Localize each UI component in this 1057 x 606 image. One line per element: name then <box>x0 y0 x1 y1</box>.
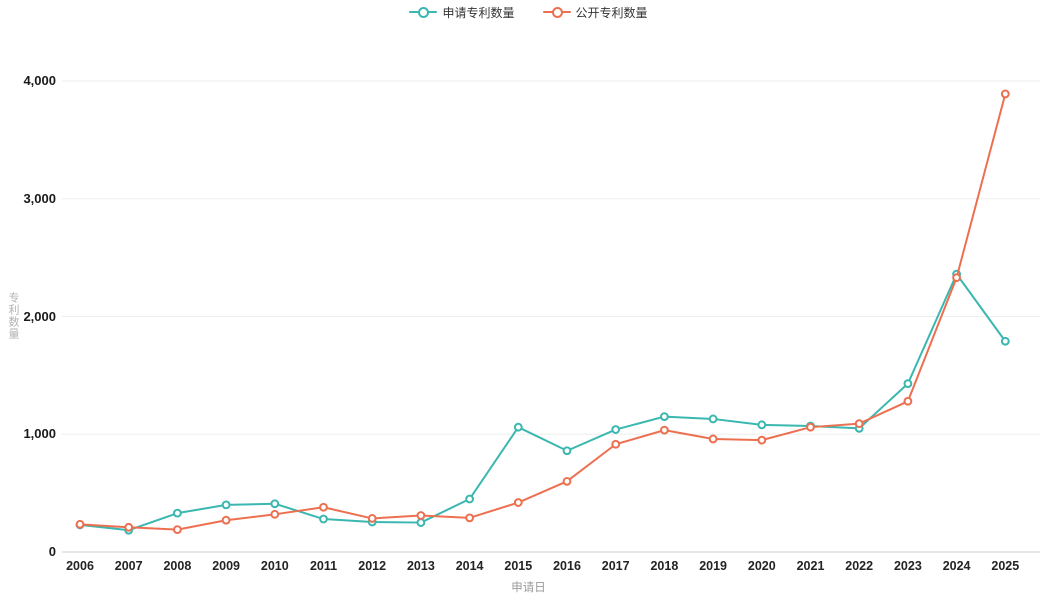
data-point[interactable] <box>660 412 669 421</box>
data-point[interactable] <box>173 508 182 518</box>
data-point[interactable] <box>562 476 572 486</box>
y-axis-label: 4,000 <box>23 73 56 88</box>
x-axis-label: 2016 <box>553 559 581 573</box>
legend-label-applications: 申请专利数量 <box>442 5 515 20</box>
legend-item-applications[interactable]: 申请专利数量 <box>409 4 515 21</box>
data-point[interactable] <box>1000 89 1010 99</box>
line-circle-marker-icon <box>409 7 438 18</box>
data-point[interactable] <box>562 446 572 456</box>
data-point[interactable] <box>611 425 621 434</box>
data-point[interactable] <box>903 379 913 389</box>
series-line-applications <box>79 273 1007 532</box>
y-axis-label: 3,000 <box>23 190 56 206</box>
x-axis-title: 申请日 <box>511 582 546 594</box>
x-axis-label: 2015 <box>504 559 533 573</box>
data-point[interactable] <box>465 494 475 504</box>
x-axis-label: 2006 <box>66 559 94 573</box>
y-axis-title: 专利数量 <box>7 292 19 340</box>
data-point[interactable] <box>319 502 328 512</box>
x-axis-label: 2025 <box>991 559 1020 573</box>
x-axis-label: 2010 <box>260 559 289 573</box>
y-axis-label: 2,000 <box>23 308 56 324</box>
data-point[interactable] <box>221 500 231 510</box>
data-point[interactable] <box>465 513 475 523</box>
x-axis-label: 2020 <box>747 559 776 573</box>
data-point[interactable] <box>513 422 523 432</box>
legend-label-publications: 公开专利数量 <box>575 5 648 20</box>
data-point[interactable] <box>124 522 134 532</box>
line-circle-marker-icon <box>542 7 571 18</box>
data-point[interactable] <box>416 511 426 520</box>
x-axis-label: 2011 <box>309 559 338 573</box>
x-axis-label: 2007 <box>114 559 143 573</box>
data-point[interactable] <box>270 509 280 519</box>
x-axis-label: 2013 <box>406 559 435 573</box>
x-axis-label: 2008 <box>163 559 192 573</box>
x-axis-label: 2021 <box>796 559 825 573</box>
data-point[interactable] <box>513 498 523 507</box>
data-point[interactable] <box>221 515 231 525</box>
data-point[interactable] <box>757 435 767 445</box>
series-line-publications <box>79 92 1007 531</box>
data-point[interactable] <box>952 273 961 283</box>
data-point[interactable] <box>173 525 182 535</box>
x-axis-label: 2018 <box>650 559 679 573</box>
y-axis-label: 0 <box>48 544 56 559</box>
y-axis-label: 1,000 <box>23 426 56 442</box>
data-point[interactable] <box>806 422 815 432</box>
x-axis-label: 2023 <box>893 559 922 573</box>
x-axis-label: 2009 <box>212 559 240 573</box>
data-point[interactable] <box>903 396 913 406</box>
data-point[interactable] <box>319 514 328 524</box>
data-point[interactable] <box>708 434 718 444</box>
data-point[interactable] <box>1000 336 1010 346</box>
data-point[interactable] <box>270 499 280 509</box>
data-point[interactable] <box>660 425 669 435</box>
data-point[interactable] <box>367 514 377 523</box>
x-axis-label: 2019 <box>699 559 727 573</box>
data-point[interactable] <box>416 518 426 527</box>
chart-legend: 申请专利数量 公开专利数量 <box>0 3 1057 21</box>
x-axis-label: 2012 <box>358 559 387 573</box>
legend-item-publications[interactable]: 公开专利数量 <box>542 4 648 21</box>
x-axis-label: 2024 <box>942 559 971 573</box>
x-axis-label: 2022 <box>845 559 874 573</box>
data-point[interactable] <box>757 420 767 430</box>
data-point[interactable] <box>611 439 621 449</box>
data-point[interactable] <box>708 414 718 424</box>
data-point[interactable] <box>854 419 864 429</box>
data-point[interactable] <box>75 519 85 529</box>
x-axis-label: 2017 <box>601 559 630 573</box>
x-axis-label: 2014 <box>455 559 484 573</box>
